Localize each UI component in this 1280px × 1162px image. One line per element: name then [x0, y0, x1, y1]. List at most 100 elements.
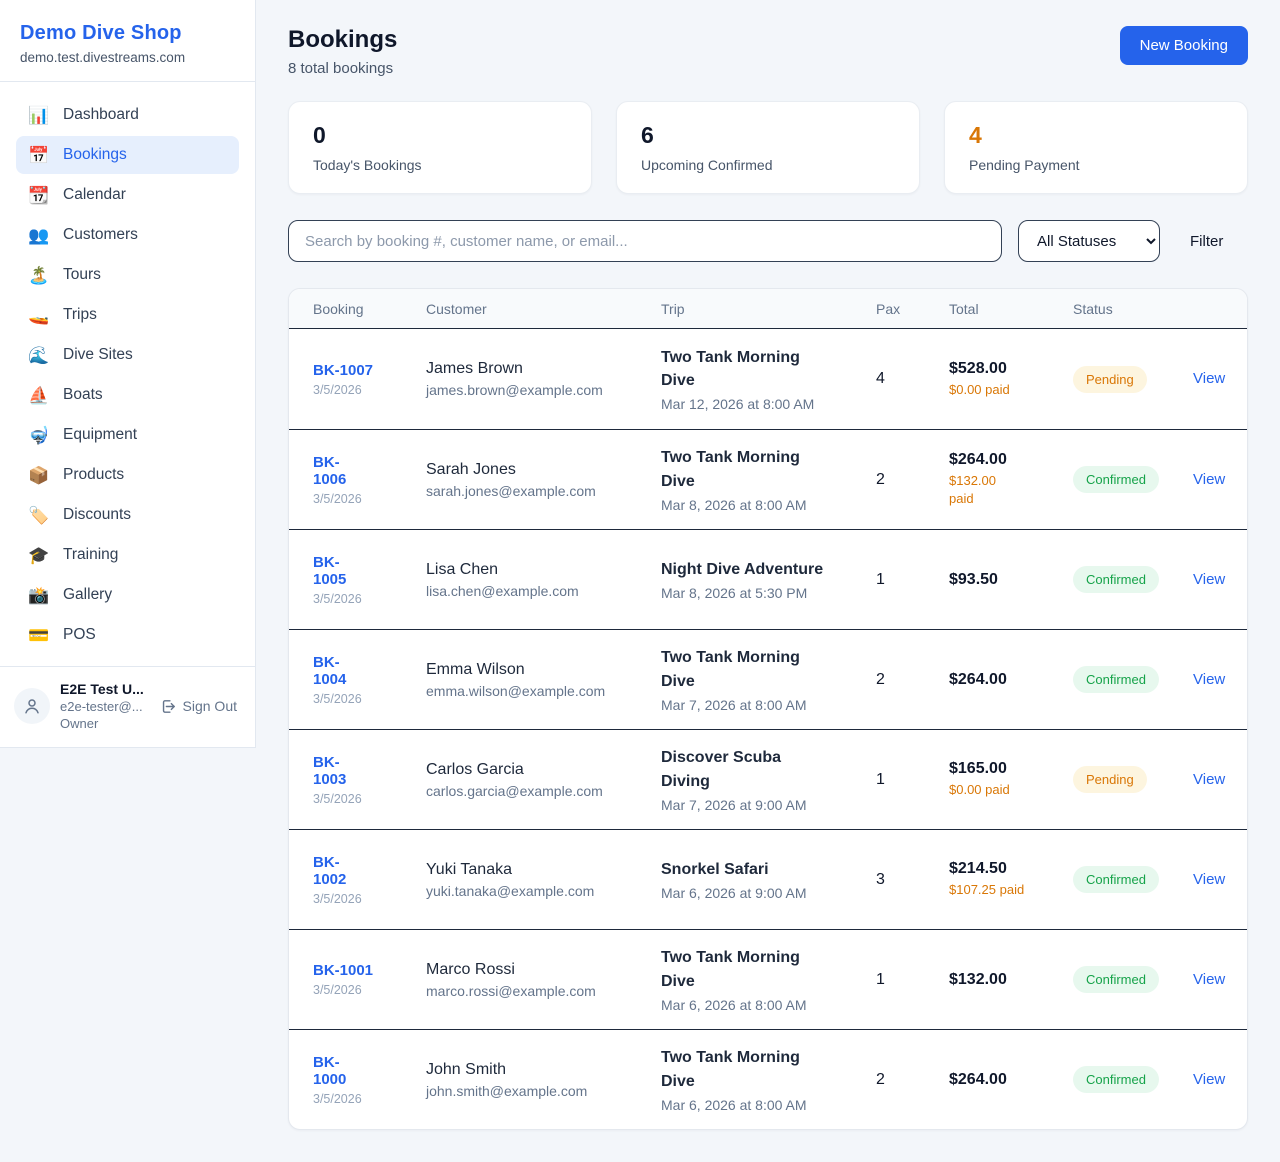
view-link[interactable]: View: [1193, 370, 1226, 387]
total-cell: $264.00 $132.00 paid: [949, 451, 1073, 507]
booking-cell: BK- 1003 3/5/2026: [313, 754, 426, 806]
brand-block: Demo Dive Shop demo.test.divestreams.com: [0, 0, 255, 82]
customer-email: sarah.jones@example.com: [426, 482, 596, 499]
trip-datetime: Mar 12, 2026 at 8:00 AM: [661, 396, 815, 413]
total-cell: $528.00 $0.00 paid: [949, 360, 1073, 399]
filter-button[interactable]: Filter: [1190, 232, 1224, 250]
sidebar-nav-item[interactable]: 🏷️ Discounts: [28, 505, 132, 525]
total-amount: $264.00: [949, 1070, 1007, 1088]
booking-id-link[interactable]: BK-1007: [313, 361, 374, 379]
customer-email: lisa.chen@example.com: [426, 582, 579, 599]
trip-cell: Discover Scuba Diving Mar 7, 2026 at 9:0…: [661, 746, 876, 812]
customer-cell: Yuki Tanaka yuki.tanaka@example.com: [426, 861, 661, 899]
sidebar-nav-item[interactable]: 🎓 Training: [28, 545, 119, 565]
wave-icon: 🌊: [28, 345, 50, 365]
customer-name: Sarah Jones: [426, 460, 516, 478]
column-header: Total: [949, 300, 979, 317]
main-content: Bookings 8 total bookings New Booking 0 …: [256, 0, 1280, 1130]
view-link[interactable]: View: [1193, 770, 1226, 788]
booking-id-link[interactable]: BK- 1003: [313, 753, 347, 788]
pax-count: 4: [876, 370, 885, 387]
sidebar-nav-item[interactable]: 👥 Customers: [28, 225, 138, 245]
booking-date: 3/5/2026: [313, 691, 362, 706]
total-amount: $264.00: [949, 670, 1007, 688]
pax-count: 1: [876, 770, 885, 788]
customer-cell: Carlos Garcia carlos.garcia@example.com: [426, 761, 661, 799]
column-header: Trip: [661, 300, 685, 317]
status-select[interactable]: All Statuses: [1018, 220, 1160, 262]
table-row: BK-1001 3/5/2026 Marco Rossi marco.rossi…: [289, 929, 1247, 1029]
trip-name: Discover Scuba Diving: [661, 749, 782, 790]
people-icon: 👥: [28, 225, 50, 245]
customer-cell: Sarah Jones sarah.jones@example.com: [426, 461, 661, 499]
sidebar-nav-item[interactable]: 🤿 Equipment: [28, 425, 138, 445]
calendar-icon: 📅: [28, 145, 50, 165]
trip-datetime: Mar 6, 2026 at 8:00 AM: [661, 996, 807, 1013]
actions-cell: View: [1193, 671, 1235, 689]
total-cell: $214.50 $107.25 paid: [949, 860, 1073, 899]
sidebar-nav-item[interactable]: 📸 Gallery: [28, 585, 113, 605]
sidebar-nav-item[interactable]: 📅 Bookings: [16, 136, 239, 174]
camera-icon: 📸: [28, 585, 50, 605]
trip-cell: Two Tank Morning Dive Mar 12, 2026 at 8:…: [661, 346, 876, 412]
trip-name: Snorkel Safari: [661, 860, 769, 878]
trip-datetime: Mar 7, 2026 at 8:00 AM: [661, 696, 807, 713]
sign-out-button[interactable]: Sign Out: [160, 698, 237, 715]
customer-email: carlos.garcia@example.com: [426, 782, 603, 799]
status-badge: Confirmed: [1073, 866, 1159, 893]
booking-id-link[interactable]: BK- 1002: [313, 853, 347, 888]
booking-id-link[interactable]: BK- 1006: [313, 453, 347, 488]
booking-id-link[interactable]: BK- 1005: [313, 553, 347, 588]
booking-id-link[interactable]: BK- 1000: [313, 1053, 347, 1088]
status-badge: Confirmed: [1073, 666, 1159, 693]
customer-name: James Brown: [426, 360, 523, 377]
sidebar-nav-item[interactable]: 🏝️ Tours: [28, 265, 101, 285]
sidebar-nav-item[interactable]: ⛵ Boats: [28, 385, 103, 405]
sidebar-nav-item[interactable]: 📦 Products: [28, 465, 125, 485]
customer-name: Carlos Garcia: [426, 760, 524, 778]
sidebar-nav-item[interactable]: 🌊 Dive Sites: [28, 345, 133, 365]
stat-card: 4 Pending Payment: [944, 101, 1248, 194]
graduation-cap-icon: 🎓: [28, 545, 50, 565]
view-link[interactable]: View: [1193, 470, 1226, 488]
view-link[interactable]: View: [1193, 970, 1226, 988]
sidebar-nav-item[interactable]: 📆 Calendar: [28, 185, 126, 205]
sidebar: Demo Dive Shop demo.test.divestreams.com…: [0, 0, 256, 748]
view-link[interactable]: View: [1193, 870, 1226, 888]
view-link[interactable]: View: [1193, 670, 1226, 688]
table-header: Booking Customer Trip Pax Total Status: [289, 289, 1247, 329]
view-link[interactable]: View: [1193, 1070, 1226, 1088]
booking-date: 3/5/2026: [313, 491, 362, 506]
booking-date: 3/5/2026: [313, 1091, 362, 1106]
table-row: BK- 1005 3/5/2026 Lisa Chen lisa.chen@ex…: [289, 529, 1247, 629]
booking-date: 3/5/2026: [313, 591, 362, 606]
status-cell: Confirmed: [1073, 866, 1193, 893]
user-info: E2E Test U... e2e-tester@... Owner: [60, 681, 144, 731]
stat-value: 4: [969, 122, 982, 148]
user-name: E2E Test U...: [60, 681, 144, 697]
total-cell: $264.00: [949, 1071, 1073, 1089]
booking-id-link[interactable]: BK- 1004: [313, 653, 347, 688]
status-cell: Pending: [1073, 766, 1193, 793]
trip-datetime: Mar 6, 2026 at 9:00 AM: [661, 885, 807, 902]
trip-datetime: Mar 8, 2026 at 5:30 PM: [661, 585, 808, 602]
stat-value: 0: [313, 122, 326, 148]
stat-card: 0 Today's Bookings: [288, 101, 592, 194]
status-badge: Confirmed: [1073, 1066, 1159, 1093]
actions-cell: View: [1193, 1071, 1235, 1089]
customer-email: marco.rossi@example.com: [426, 982, 596, 999]
booking-id-link[interactable]: BK-1001: [313, 962, 374, 979]
sidebar-nav-item[interactable]: 💳 POS: [28, 625, 96, 645]
new-booking-button[interactable]: New Booking: [1119, 26, 1248, 65]
view-link[interactable]: View: [1193, 570, 1226, 588]
sidebar-nav-item[interactable]: 🚤 Trips: [28, 305, 97, 325]
search-input[interactable]: [288, 220, 1002, 262]
logout-icon: [162, 699, 175, 713]
table-row: BK-1007 3/5/2026 James Brown james.brown…: [289, 329, 1247, 429]
sidebar-nav-item[interactable]: 📊 Dashboard: [28, 105, 139, 125]
booking-cell: BK- 1005 3/5/2026: [313, 554, 426, 606]
total-cell: $132.00: [949, 971, 1073, 989]
total-amount: $132.00: [949, 970, 1007, 988]
pax-count: 1: [876, 970, 885, 988]
stat-cards: 0 Today's Bookings 6 Upcoming Confirmed …: [288, 101, 1248, 194]
